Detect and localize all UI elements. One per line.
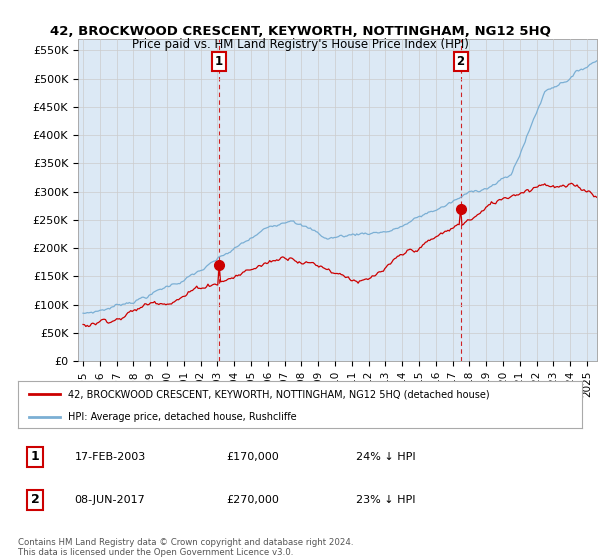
Text: 1: 1 bbox=[215, 55, 223, 68]
Text: £170,000: £170,000 bbox=[227, 452, 280, 461]
Text: Contains HM Land Registry data © Crown copyright and database right 2024.
This d: Contains HM Land Registry data © Crown c… bbox=[18, 538, 353, 557]
Text: HPI: Average price, detached house, Rushcliffe: HPI: Average price, detached house, Rush… bbox=[68, 412, 296, 422]
Text: 23% ↓ HPI: 23% ↓ HPI bbox=[356, 494, 416, 505]
Text: 2: 2 bbox=[31, 493, 39, 506]
Text: 17-FEB-2003: 17-FEB-2003 bbox=[74, 452, 146, 461]
Text: 42, BROCKWOOD CRESCENT, KEYWORTH, NOTTINGHAM, NG12 5HQ: 42, BROCKWOOD CRESCENT, KEYWORTH, NOTTIN… bbox=[50, 25, 550, 38]
Text: Price paid vs. HM Land Registry's House Price Index (HPI): Price paid vs. HM Land Registry's House … bbox=[131, 38, 469, 50]
Text: 24% ↓ HPI: 24% ↓ HPI bbox=[356, 452, 416, 461]
Text: 1: 1 bbox=[31, 450, 39, 463]
Text: 2: 2 bbox=[457, 55, 464, 68]
Text: £270,000: £270,000 bbox=[227, 494, 280, 505]
Text: 42, BROCKWOOD CRESCENT, KEYWORTH, NOTTINGHAM, NG12 5HQ (detached house): 42, BROCKWOOD CRESCENT, KEYWORTH, NOTTIN… bbox=[68, 389, 489, 399]
Text: 08-JUN-2017: 08-JUN-2017 bbox=[74, 494, 145, 505]
